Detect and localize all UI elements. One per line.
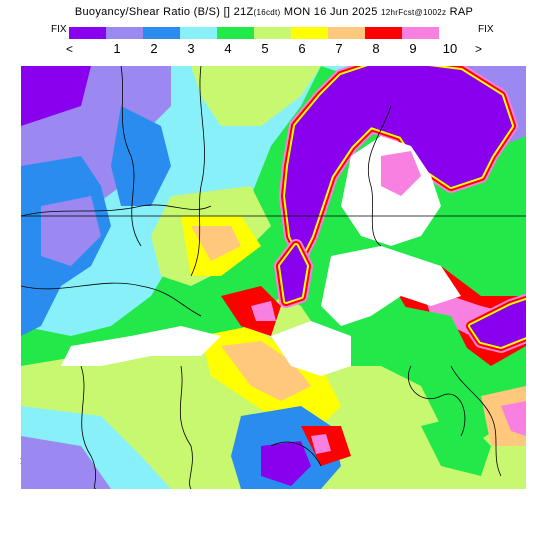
map-title: Buoyancy/Shear Ratio (B/S) [] 21Z(16cdt)… — [0, 6, 548, 18]
peninsula-pink-spot — [381, 151, 421, 196]
title-forecast: 12hrFcst@1002z — [381, 8, 447, 17]
border-line-4 — [190, 66, 205, 277]
low-ratio-area-east — [321, 246, 461, 326]
border-line-10 — [450, 365, 502, 477]
next-frame-arrow[interactable]: > — [475, 42, 483, 56]
color-legend-bar — [69, 27, 439, 39]
legend-label-8: 8 — [372, 41, 380, 56]
legend-swatch-8 — [328, 27, 365, 39]
legend-swatch-3 — [143, 27, 180, 39]
ratio-region-16 — [221, 341, 311, 401]
ratio-region-17 — [221, 286, 281, 336]
legend-swatch-9 — [365, 27, 402, 39]
fix-right-button[interactable]: FIX — [478, 24, 494, 35]
border-line-1 — [21, 204, 212, 217]
fix-left-button[interactable]: FIX — [51, 24, 67, 35]
border-line-8 — [408, 365, 466, 437]
border-line-3 — [120, 66, 142, 247]
ratio-region-6 — [111, 106, 171, 206]
ratio-region-23 — [21, 436, 111, 489]
prev-frame-arrow[interactable]: < — [66, 42, 74, 56]
legend-swatch-1 — [69, 27, 106, 39]
legend-swatch-7 — [291, 27, 328, 39]
title-init: [] 21Z — [223, 6, 254, 18]
ratio-region-28 — [351, 436, 421, 489]
legend-swatch-4 — [180, 27, 217, 39]
legend-label-1: 1 — [113, 41, 121, 56]
legend-swatch-5 — [217, 27, 254, 39]
ratio-region-31 — [501, 401, 526, 436]
legend-label-9: 9 — [409, 41, 417, 56]
ratio-region-10 — [191, 66, 321, 126]
legend-labels: 1 2 3 4 5 6 7 8 9 10 — [0, 41, 548, 57]
legend-label-10: 10 — [442, 41, 458, 56]
legend-label-7: 7 — [335, 41, 343, 56]
title-date: MON 16 Jun 2025 — [283, 6, 378, 18]
title-main: Buoyancy/Shear Ratio (B/S) — [74, 6, 221, 18]
legend-label-3: 3 — [187, 41, 195, 56]
legend-label-2: 2 — [150, 41, 158, 56]
legend-swatch-10 — [402, 27, 439, 39]
ratio-region-18 — [251, 301, 276, 321]
ratio-map — [21, 66, 526, 489]
ratio-region-29 — [421, 416, 491, 476]
border-line-9 — [367, 105, 392, 247]
legend-label-6: 6 — [298, 41, 306, 56]
ratio-region-25 — [261, 441, 311, 486]
border-line-6 — [80, 365, 97, 489]
title-model: RAP — [449, 6, 474, 18]
ratio-region-7 — [41, 196, 101, 266]
border-line-11 — [270, 441, 322, 467]
border-line-7 — [179, 365, 193, 489]
legend-label-5: 5 — [261, 41, 269, 56]
legend-swatch-6 — [254, 27, 291, 39]
low-ratio-area-center — [271, 321, 351, 376]
border-line-5 — [21, 282, 202, 317]
title-init-note: (16cdt) — [253, 8, 281, 17]
ratio-region-27 — [311, 434, 331, 454]
lake-small — [280, 245, 307, 302]
state-border-layer — [21, 66, 526, 489]
ratio-region-21 — [401, 306, 471, 366]
legend-swatch-2 — [106, 27, 143, 39]
lake-layer — [61, 66, 526, 376]
ratio-region-4 — [21, 66, 91, 126]
lake-michigan-tip — [470, 300, 526, 347]
ratio-region-13 — [191, 226, 241, 261]
low-ratio-area-west — [61, 326, 221, 366]
legend-label-4: 4 — [224, 41, 232, 56]
